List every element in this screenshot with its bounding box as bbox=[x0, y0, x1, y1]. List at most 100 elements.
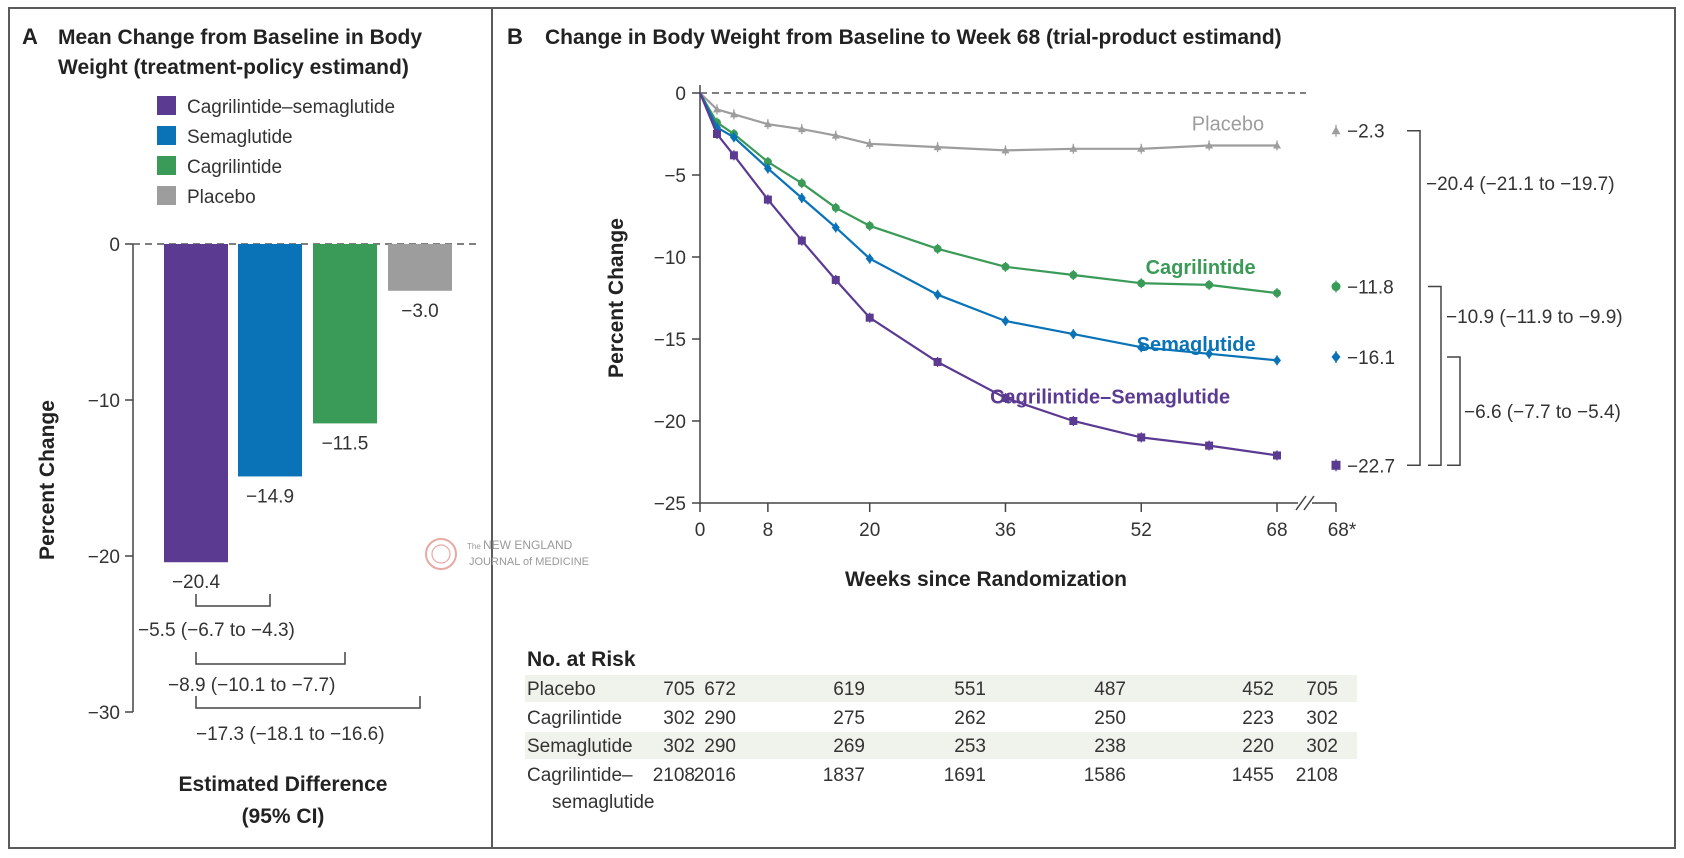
risk-table-row-label: Cagrilintide– bbox=[527, 765, 633, 786]
bar-value-label: −14.9 bbox=[246, 486, 294, 507]
axis-break-mark bbox=[1295, 495, 1307, 511]
panel-b-y-tick-label: −20 bbox=[654, 412, 686, 433]
data-point bbox=[865, 139, 874, 147]
bar-value-label: −20.4 bbox=[172, 572, 221, 593]
data-point bbox=[1069, 144, 1078, 152]
panel-a-y-tick-label: 0 bbox=[109, 235, 120, 256]
data-point bbox=[933, 143, 942, 151]
data-point bbox=[797, 236, 806, 245]
panel-b-comparisons: −20.4 (−21.1 to −19.7) −10.9 (−11.9 to −9… bbox=[1407, 129, 1623, 467]
panel-b-x-tick-label-extra: 68* bbox=[1328, 520, 1357, 541]
comparison-label: −8.9 (−10.1 to −7.7) bbox=[168, 675, 335, 696]
comparison-bracket bbox=[195, 594, 271, 607]
panel-b-series-labels: Placebo Cagrilintide Semaglutide Cagrilinti… bbox=[990, 113, 1264, 408]
risk-table-cell: 302 bbox=[1306, 736, 1338, 757]
series-line bbox=[699, 92, 1277, 152]
comparison-bracket bbox=[1407, 129, 1421, 467]
panel-b-y-tick-label: −25 bbox=[654, 494, 686, 515]
risk-table-row-label: Cagrilintide bbox=[527, 708, 622, 729]
panel-b-y-tick-label: −15 bbox=[654, 330, 686, 351]
panel-a-legend: Cagrilintide–semaglutide Semaglutide Cagri… bbox=[157, 96, 395, 208]
data-point bbox=[831, 131, 840, 139]
panel-a-footer-line-1: Estimated Difference bbox=[179, 773, 388, 796]
risk-table-cell: 223 bbox=[1242, 708, 1274, 729]
data-point bbox=[1205, 280, 1214, 289]
data-point bbox=[763, 195, 772, 204]
panel-b-series bbox=[698, 92, 1281, 461]
endpoint-label: −11.8 bbox=[1347, 278, 1394, 299]
risk-table-cell: 487 bbox=[1094, 679, 1126, 700]
data-point bbox=[1273, 141, 1281, 149]
risk-table-cell: 619 bbox=[833, 679, 865, 700]
bar-value-label: −11.5 bbox=[322, 433, 369, 454]
risk-table-cell: 1586 bbox=[1084, 765, 1126, 786]
panel-a-y-axis-label: Percent Change bbox=[36, 400, 59, 560]
legend-label: Cagrilintide bbox=[187, 157, 282, 178]
series-line bbox=[699, 92, 1278, 362]
watermark-line-1: NEW ENGLAND bbox=[483, 538, 573, 552]
risk-table-cell: 290 bbox=[704, 708, 736, 729]
nejm-watermark: The NEW ENGLAND JOURNAL of MEDICINE bbox=[425, 538, 589, 570]
risk-table-cell: 2016 bbox=[694, 765, 736, 786]
risk-table-cell: 269 bbox=[833, 736, 865, 757]
panel-b-y-tick-label: 0 bbox=[675, 84, 686, 105]
legend-swatch bbox=[157, 186, 176, 205]
watermark-line-2: JOURNAL of MEDICINE bbox=[469, 556, 589, 568]
legend-swatch bbox=[157, 126, 176, 145]
data-point bbox=[1001, 394, 1010, 403]
panel-b-y-tick-label: −10 bbox=[654, 248, 686, 269]
comparison-bracket bbox=[1428, 285, 1442, 467]
endpoint-marker bbox=[1331, 351, 1341, 363]
risk-table-cell: 452 bbox=[1242, 679, 1274, 700]
panel-a-letter: A bbox=[22, 24, 38, 49]
panel-b: B Change in Body Weight from Baseline to… bbox=[507, 24, 1623, 813]
data-point bbox=[729, 110, 738, 118]
series-label: Cagrilintide–Semaglutide bbox=[990, 386, 1230, 408]
risk-table-row-band bbox=[525, 675, 1357, 702]
data-point bbox=[763, 120, 772, 128]
risk-table-cell: 262 bbox=[954, 708, 986, 729]
risk-table-row-band bbox=[525, 732, 1357, 759]
panel-b-y-axis-label: Percent Change bbox=[605, 218, 628, 378]
risk-table-cell: 672 bbox=[704, 679, 736, 700]
data-point bbox=[763, 157, 772, 166]
data-point bbox=[1137, 342, 1146, 353]
panel-b-x-tick-label: 52 bbox=[1131, 520, 1152, 541]
risk-table-cell: 551 bbox=[954, 679, 986, 700]
data-point bbox=[797, 192, 806, 203]
comparison-label: −10.9 (−11.9 to −9.9) bbox=[1446, 307, 1623, 328]
risk-table-title: No. at Risk bbox=[527, 648, 636, 671]
panel-a-footer-line-2: (95% CI) bbox=[242, 805, 325, 828]
risk-table-cell: 302 bbox=[663, 736, 695, 757]
risk-table-cell: 220 bbox=[1242, 736, 1274, 757]
panel-a: A Mean Change from Baseline in Body Weig… bbox=[22, 24, 478, 828]
risk-table-cell: 2108 bbox=[1296, 765, 1338, 786]
risk-table-cell: 1691 bbox=[944, 765, 986, 786]
risk-table-row-label: Placebo bbox=[527, 679, 596, 700]
comparison-label: −17.3 (−18.1 to −16.6) bbox=[196, 724, 385, 745]
data-point bbox=[1001, 262, 1010, 271]
nejm-seal-inner-icon bbox=[431, 544, 451, 564]
panel-a-y-axis: 0 −10 −20 −30 bbox=[88, 235, 478, 724]
panel-b-x-tick-label: 8 bbox=[763, 520, 774, 541]
risk-table-row-label: semaglutide bbox=[552, 792, 654, 813]
risk-table-cell: 290 bbox=[704, 736, 736, 757]
endpoint-marker bbox=[1331, 126, 1341, 135]
panel-a-title-line-1: Mean Change from Baseline in Body bbox=[58, 26, 422, 49]
panel-b-x-tick-label: 20 bbox=[859, 520, 880, 541]
panel-b-title: Change in Body Weight from Baseline to W… bbox=[545, 26, 1282, 49]
data-point bbox=[831, 203, 840, 212]
comparison-bracket bbox=[195, 696, 421, 709]
risk-table-cell: 705 bbox=[663, 679, 695, 700]
data-point bbox=[865, 253, 874, 264]
data-point bbox=[1137, 144, 1146, 152]
panel-b-x-tick-label: 0 bbox=[695, 520, 706, 541]
panel-a-bars: −20.4 −14.9 −11.5 −3.0 bbox=[164, 244, 452, 593]
risk-table-cell: 238 bbox=[1094, 736, 1126, 757]
risk-table-cell: 253 bbox=[954, 736, 986, 757]
endpoint-label: −2.3 bbox=[1347, 122, 1385, 143]
risk-table-cell: 2108 bbox=[653, 765, 695, 786]
panel-b-endpoints: −2.3 −11.8 −16.1 −22.7 bbox=[1331, 122, 1395, 477]
data-point bbox=[933, 357, 942, 366]
data-point bbox=[865, 221, 874, 230]
